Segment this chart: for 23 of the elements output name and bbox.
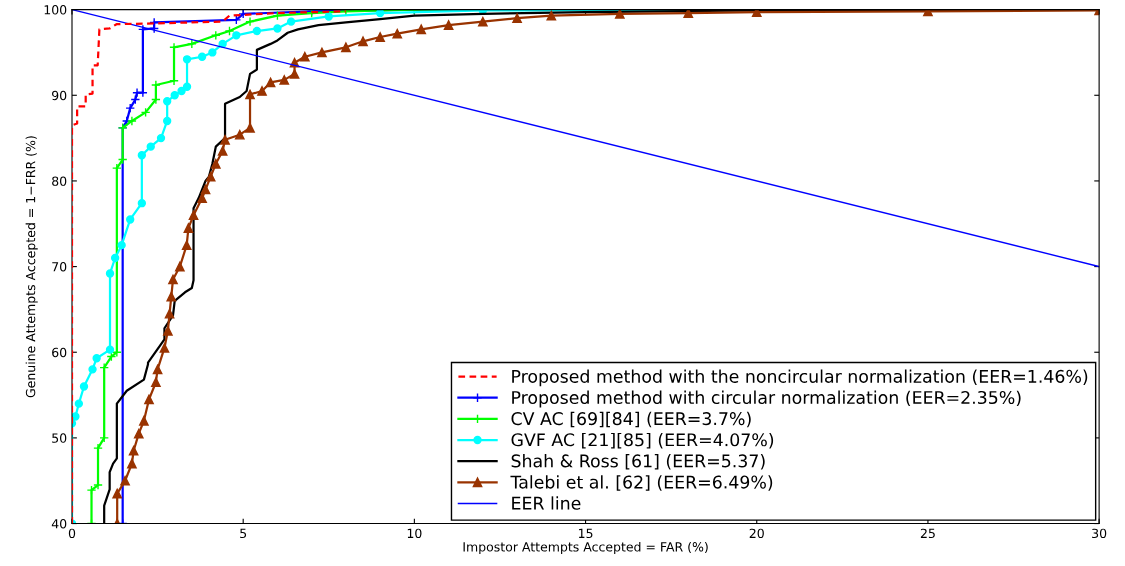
y-tick-label: 50	[52, 433, 67, 443]
x-tick-label: 20	[749, 528, 764, 539]
x-tick-label: 25	[920, 528, 935, 539]
y-tick-label: 70	[52, 262, 67, 272]
y-tick-label: 100	[44, 5, 67, 15]
legend-label: Talebi et al. [62] (EER=6.49%)	[510, 475, 773, 491]
x-tick-label: 0	[68, 528, 76, 539]
y-tick-label: 90	[52, 90, 67, 101]
legend-label: Proposed method with circular normalization (EER=2.35%)	[512, 390, 1021, 408]
y-tick-label: 80	[52, 176, 67, 186]
legend-label: Shah & Ross [61] (EER=5.37)	[511, 454, 765, 470]
x-tick-label: 15	[578, 528, 593, 539]
legend-label: EER line	[512, 496, 581, 510]
x-tick-label: 5	[240, 528, 247, 539]
y-axis-title: Genuine Attempts Accepted = 1−FRR (%)	[25, 136, 38, 398]
y-tick-label: 60	[52, 347, 67, 358]
y-tick-label: 40	[51, 519, 67, 529]
x-axis-title: Impostor Attempts Accepted = FAR (%)	[463, 541, 708, 554]
x-tick-label: 10	[407, 528, 422, 539]
legend-label: CV AC [69][84] (EER=3.7%)	[511, 411, 751, 428]
legend-label: GVF AC [21][85] (EER=4.07%)	[511, 432, 774, 449]
x-tick-label: 30	[1092, 528, 1107, 539]
legend-label: Proposed method with the noncircular normalization (EER=1.46%)	[512, 369, 1088, 387]
